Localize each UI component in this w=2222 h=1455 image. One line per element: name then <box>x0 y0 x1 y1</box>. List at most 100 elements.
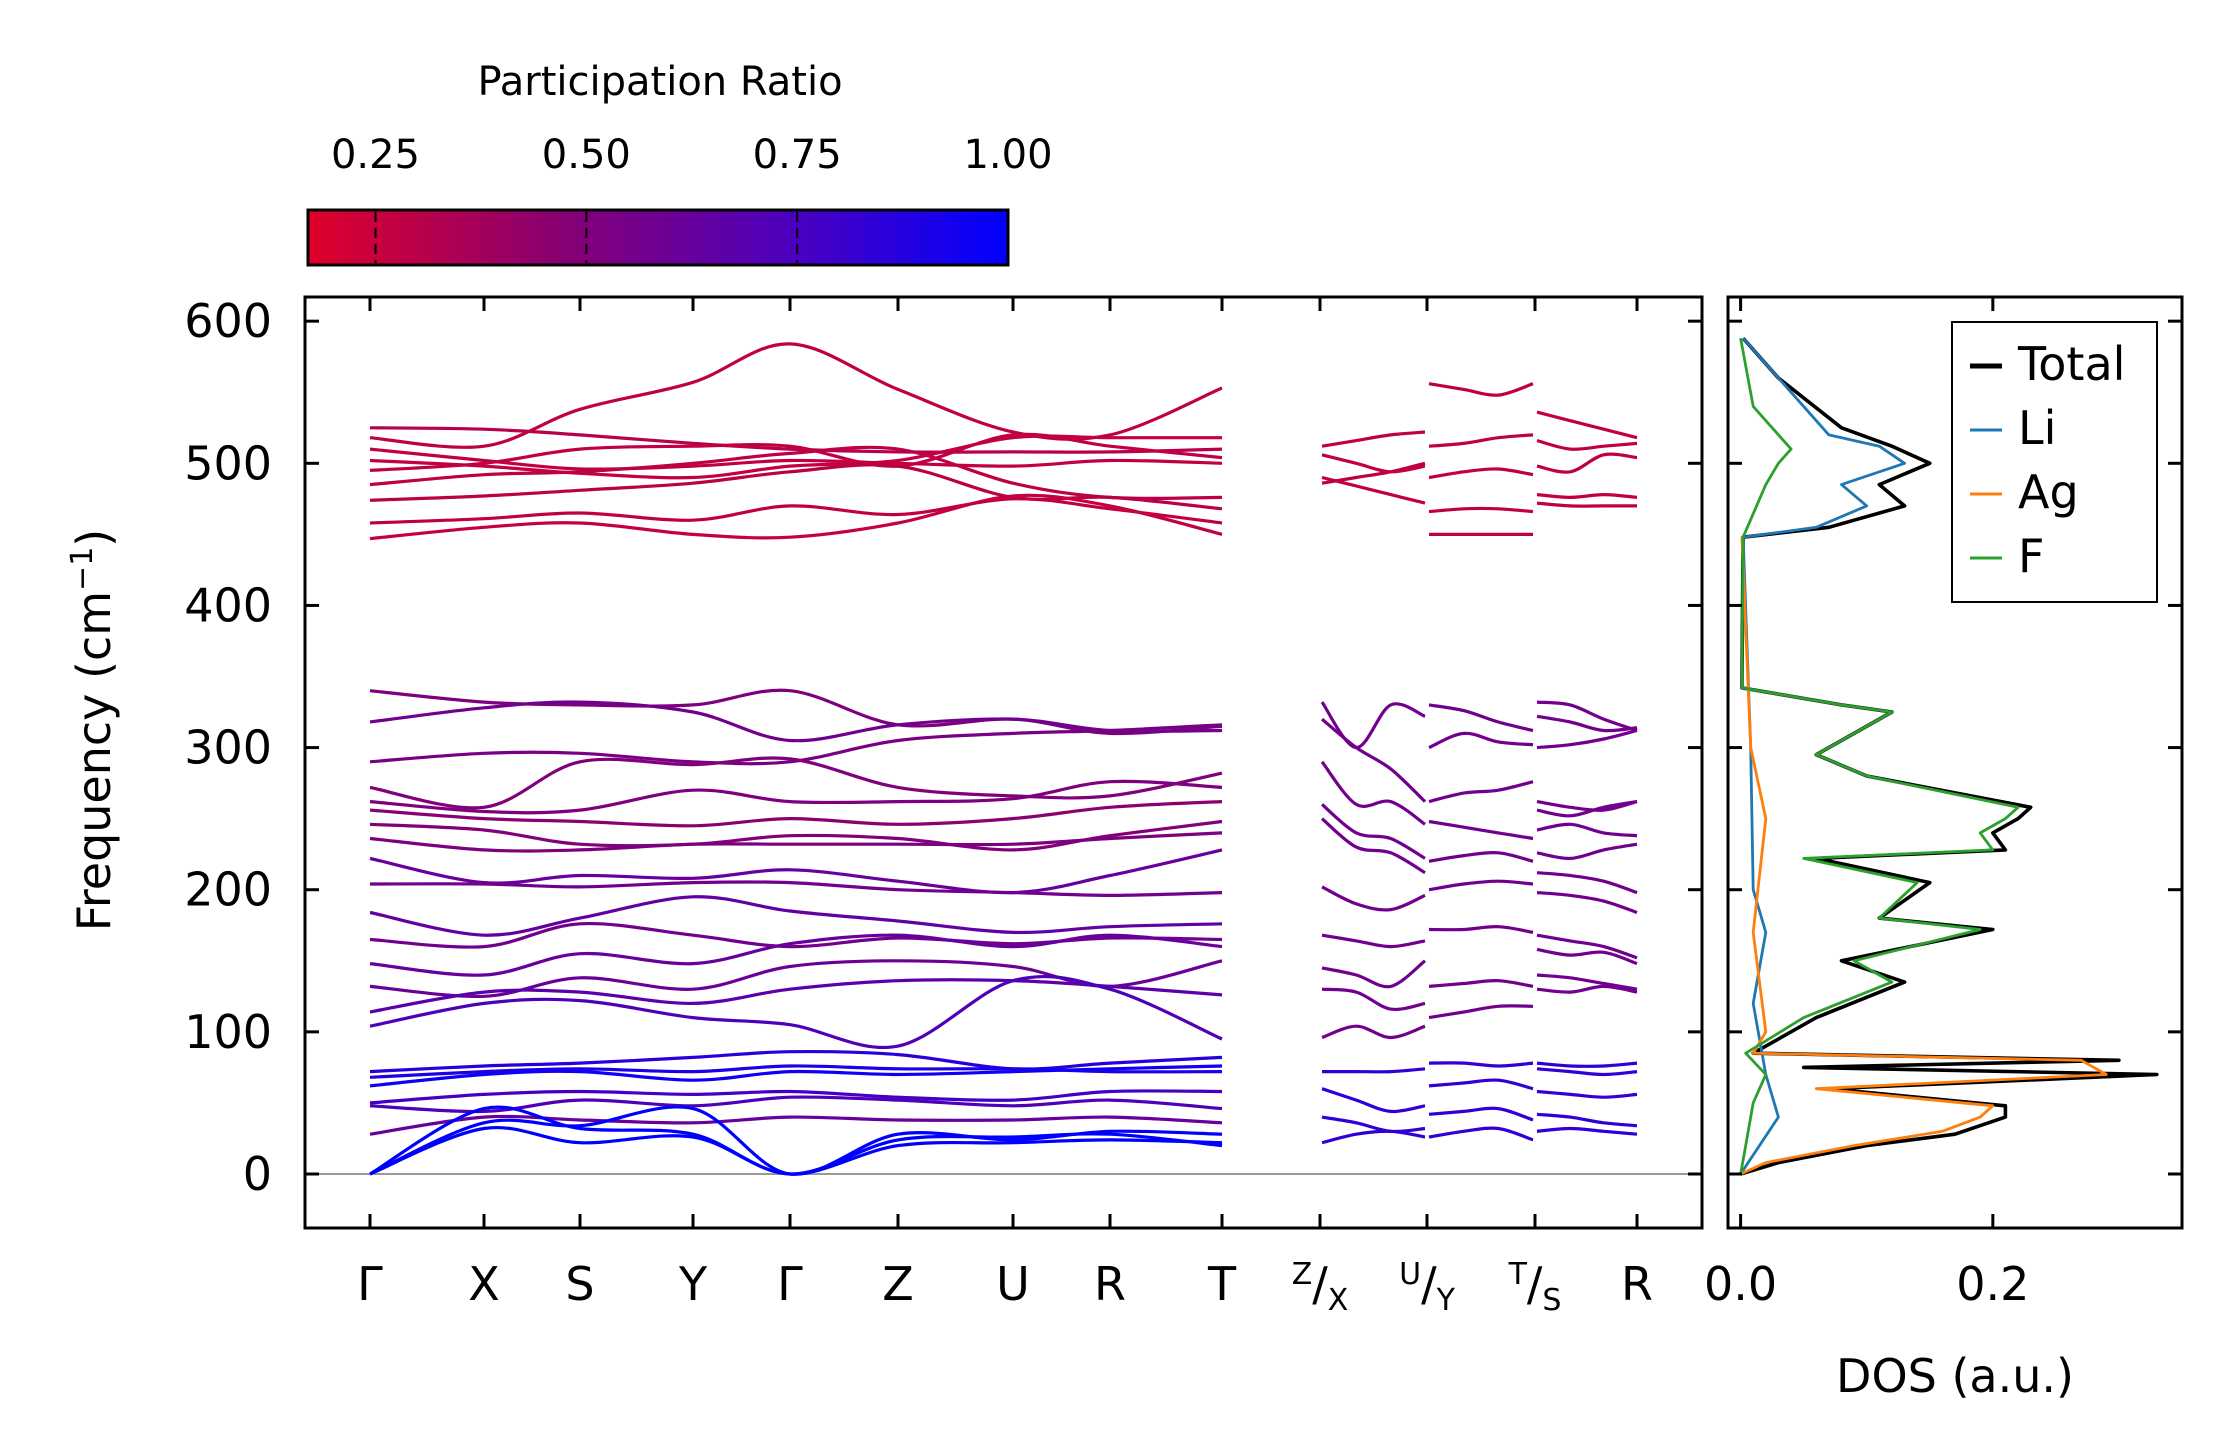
band-line <box>1428 731 1534 750</box>
band-line <box>1536 973 1638 991</box>
dos-series-ag <box>1740 537 2108 1176</box>
band-line <box>1321 885 1426 912</box>
band-line <box>369 800 1223 828</box>
band-line <box>1321 1087 1426 1114</box>
colorbar-tick-label: 0.25 <box>331 132 420 178</box>
y-tick-label: 500 <box>184 436 272 490</box>
x-tick-label: U <box>996 1257 1030 1311</box>
x-tick-label: R <box>1621 1257 1653 1311</box>
band-line <box>1428 780 1534 804</box>
band-line <box>369 756 1223 810</box>
band-line <box>1536 871 1638 895</box>
band-line <box>1428 433 1534 448</box>
band-line <box>1321 959 1427 989</box>
x-tick-label: X <box>468 1257 500 1311</box>
band-line <box>1428 1004 1534 1020</box>
x-tick-label: Y <box>678 1257 708 1311</box>
band-line <box>1428 850 1534 863</box>
band-line <box>1428 925 1534 934</box>
band-line <box>1536 1089 1638 1099</box>
x-tick-label: T <box>1207 1257 1237 1311</box>
band-line <box>1428 1061 1534 1068</box>
colorbar: Participation Ratio 0.25 0.50 0.75 1.00 <box>306 59 1053 267</box>
band-line <box>1428 1126 1534 1142</box>
colorbar-label: Participation Ratio <box>477 59 842 105</box>
band-line <box>1322 1067 1426 1074</box>
band-line <box>1321 933 1426 949</box>
legend-label: F <box>2018 529 2044 583</box>
band-line <box>1536 439 1638 451</box>
dos-axes: 0.0 0.2 <box>1704 297 2182 1311</box>
band-line <box>1536 891 1638 915</box>
band-line <box>369 432 1223 472</box>
band-line <box>1536 501 1637 508</box>
y-tick-label: 0 <box>243 1147 272 1201</box>
legend-box <box>1951 321 2158 603</box>
band-line <box>1536 728 1638 750</box>
colorbar-ticks: 0.25 0.50 0.75 1.00 <box>331 132 1053 263</box>
x-tick-label: Γ <box>357 1257 383 1311</box>
band-line <box>1536 1067 1638 1077</box>
band-x-axis: Γ X S Y Γ Z U R T Z/X U/Y T/S R <box>357 297 1653 1318</box>
band-line <box>1321 987 1426 1012</box>
y-tick-label: 400 <box>184 578 272 632</box>
band-line <box>369 434 1222 480</box>
band-line <box>1321 430 1426 448</box>
band-y-axis: 0 100 200 300 400 500 600 <box>184 294 1702 1201</box>
ylabel-main: Frequency (cm <box>67 591 121 931</box>
colorbar-tick-label: 0.75 <box>753 132 842 178</box>
band-line <box>369 978 1223 1014</box>
band-line <box>1428 467 1534 480</box>
band-line <box>1536 842 1638 861</box>
band-line <box>369 723 1223 766</box>
ylabel-tail: ) <box>67 529 121 547</box>
band-line <box>369 493 1223 541</box>
band-line <box>369 895 1223 937</box>
legend-label: Total <box>2017 337 2125 391</box>
band-line <box>369 1114 1223 1136</box>
dos-legend: Total Li Ag F <box>1951 321 2158 603</box>
band-line <box>1428 1106 1534 1122</box>
band-line <box>1320 817 1426 875</box>
x-tick-label-compound: U/Y <box>1399 1257 1455 1318</box>
band-line <box>1428 703 1534 733</box>
dos-panel: 0.0 0.2 DOS (a.u.) Total Li Ag F <box>1704 295 2184 1403</box>
band-line <box>1536 984 1638 994</box>
band-line <box>369 1049 1223 1074</box>
band-line <box>1536 800 1638 812</box>
band-line <box>1536 700 1638 733</box>
band-line <box>1536 714 1638 733</box>
band-plot-frame <box>303 295 1704 1230</box>
band-line <box>1536 1061 1638 1068</box>
x-tick-label-compound: T/S <box>1508 1257 1562 1318</box>
x-tick-label: S <box>565 1257 594 1311</box>
band-line <box>369 880 1223 898</box>
band-line <box>1536 1112 1638 1128</box>
y-tick-label: 300 <box>184 721 272 775</box>
band-line <box>369 445 1223 501</box>
band-line <box>1321 1115 1426 1134</box>
dos-series-li <box>1739 337 1906 1175</box>
band-line <box>369 779 1223 815</box>
band-line <box>1321 1024 1426 1040</box>
band-line <box>369 700 1223 743</box>
band-line <box>369 831 1223 853</box>
band-line <box>1536 410 1638 440</box>
band-line <box>1428 1078 1534 1091</box>
band-line <box>1536 492 1638 500</box>
legend-label: Li <box>2018 401 2056 455</box>
band-line <box>369 688 1223 736</box>
ylabel-sup: −1 <box>65 547 100 591</box>
band-line <box>1320 701 1426 750</box>
colorbar-tick-label: 0.50 <box>542 132 631 178</box>
band-line <box>1536 452 1638 474</box>
band-line <box>369 933 1223 977</box>
x-tick-label: R <box>1094 1257 1126 1311</box>
x-tick-label: Γ <box>777 1257 803 1311</box>
y-tick-label: 200 <box>184 863 272 917</box>
band-line <box>1428 506 1534 514</box>
dos-x-tick-label: 0.2 <box>1956 1257 2029 1311</box>
band-line <box>369 1095 1223 1114</box>
legend-label: Ag <box>2018 465 2079 519</box>
band-line <box>369 921 1223 949</box>
